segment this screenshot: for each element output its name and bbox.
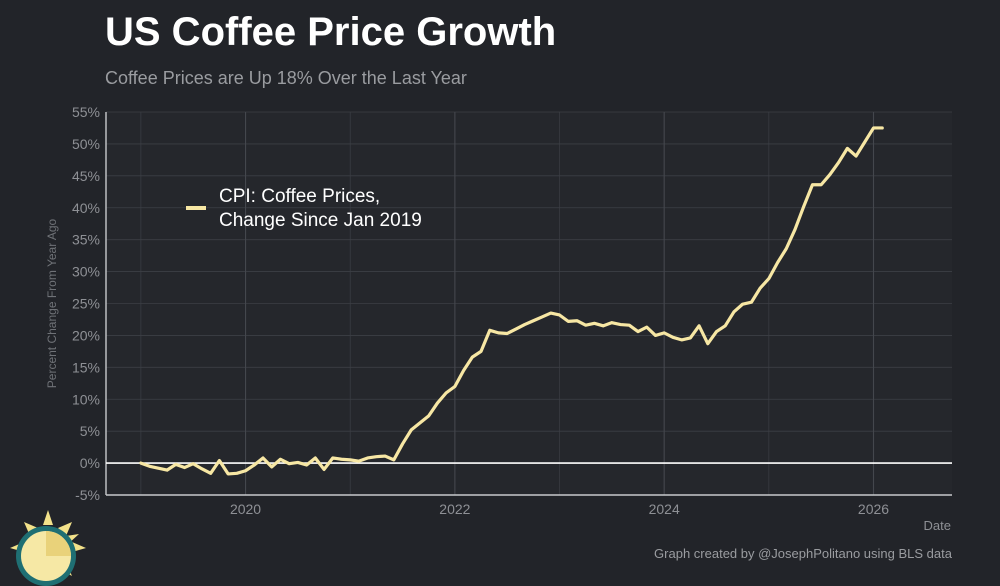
y-tick-label: 50% bbox=[72, 136, 100, 152]
legend-label: CPI: Coffee Prices, bbox=[219, 186, 380, 207]
x-tick-label: 2022 bbox=[439, 501, 470, 517]
x-axis-label: Date bbox=[924, 518, 951, 533]
y-tick-label: 40% bbox=[72, 200, 100, 216]
y-tick-label: 15% bbox=[72, 359, 100, 375]
y-tick-label: -5% bbox=[75, 487, 100, 503]
sun-logo-icon bbox=[10, 510, 86, 586]
y-tick-label: 0% bbox=[80, 455, 100, 471]
source-credit: Graph created by @JosephPolitano using B… bbox=[654, 546, 952, 561]
y-tick-label: 55% bbox=[72, 104, 100, 120]
page-title: US Coffee Price Growth bbox=[105, 10, 557, 54]
y-tick-label: 35% bbox=[72, 232, 100, 248]
page-subtitle: Coffee Prices are Up 18% Over the Last Y… bbox=[105, 68, 467, 88]
y-tick-label: 30% bbox=[72, 264, 100, 280]
y-tick-label: 45% bbox=[72, 168, 100, 184]
series-line bbox=[139, 126, 884, 476]
y-axis-label: Percent Change From Year Ago bbox=[45, 218, 59, 388]
x-tick-label: 2024 bbox=[649, 501, 680, 517]
x-tick-label: 2026 bbox=[858, 501, 889, 517]
y-tick-label: 20% bbox=[72, 327, 100, 343]
x-tick-label: 2020 bbox=[230, 501, 261, 517]
legend-label: Change Since Jan 2019 bbox=[219, 210, 422, 231]
y-tick-label: 25% bbox=[72, 296, 100, 312]
y-tick-label: 10% bbox=[72, 391, 100, 407]
y-tick-label: 5% bbox=[80, 423, 100, 439]
